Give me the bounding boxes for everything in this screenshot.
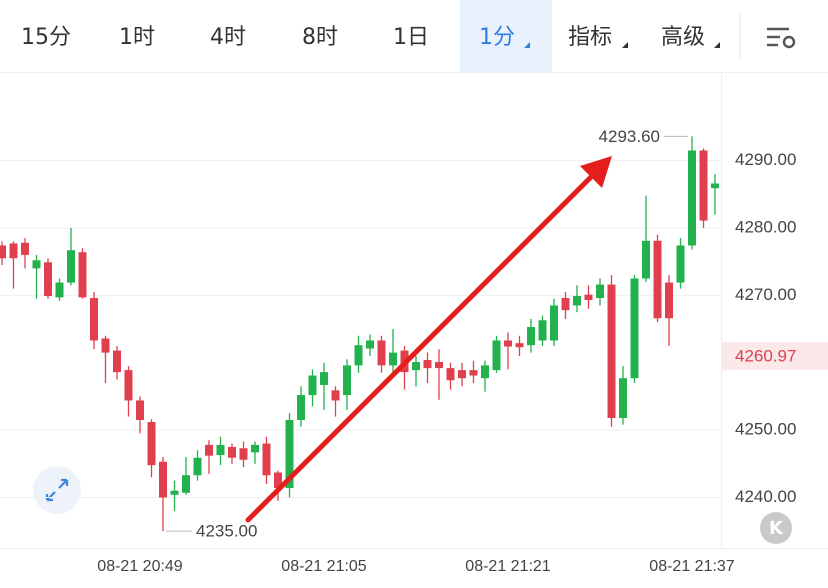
candle-body [21,242,29,255]
candle-body [688,150,696,246]
candle-body [630,278,639,379]
candle-body [596,284,604,299]
candle-body [619,378,627,418]
y-tick-label: 4290.00 [735,150,796,169]
k-button-label: K [769,518,784,539]
candle-body [389,352,397,366]
current-price-label: 4260.97 [735,347,796,366]
candle-body [538,320,547,341]
candle-body [435,362,443,369]
x-tick-label: 08-21 21:21 [465,558,551,575]
candle-body [504,340,512,347]
candle-body [515,343,524,348]
candle-body [492,340,501,371]
tab[interactable]: 1时 [119,25,155,50]
tab[interactable]: 8时 [302,25,338,50]
candle-body [124,370,133,401]
candle-body [331,390,340,401]
candle-body [90,298,98,341]
candle-body [182,475,190,493]
candle-body [584,294,593,301]
candle-body [193,457,202,476]
y-tick-label: 4270.00 [735,285,796,304]
candle-body [9,243,18,259]
candle-body [481,365,489,379]
y-tick-label: 4240.00 [735,487,796,506]
candle-body [446,368,455,381]
candle-body [308,375,317,396]
candle-body [216,444,225,456]
candle-body [573,296,581,306]
dropdown-mark [524,42,530,48]
candle-body [78,252,87,298]
candle-body [412,362,420,371]
candle-body [377,340,386,366]
expand-button[interactable] [33,466,81,514]
candle-body [136,400,144,420]
candle-body [147,422,156,466]
tab[interactable]: 指标 [568,25,612,50]
candle-body [550,305,558,341]
tab[interactable]: 4时 [210,25,246,50]
dropdown-mark [622,42,628,48]
candle-body [561,298,570,311]
y-tick-label: 4250.00 [735,420,796,439]
candle-body [699,150,708,221]
candle-body [113,350,121,373]
tab-selected-bg [460,0,552,72]
candle-body [653,240,662,319]
candle-body [642,240,650,279]
settings-icon[interactable] [767,27,796,49]
candle-body [32,260,41,269]
candle-body [205,444,213,456]
candle-body [366,340,374,349]
candle-body [55,282,64,298]
candle-body [469,370,478,376]
x-tick-label: 08-21 21:37 [649,558,735,575]
candle-body [262,443,271,476]
candle-body [251,444,259,453]
k-button[interactable] [760,512,792,544]
x-tick-label: 08-21 21:05 [281,558,367,575]
candle-body [228,446,236,458]
current-price-tag [722,342,828,371]
candle-body [274,472,282,489]
candle-body [285,419,294,489]
candle-body [458,370,466,379]
candle-body [170,490,179,495]
candle-body [67,250,75,283]
candle-body [423,360,432,369]
candle-body [607,284,616,418]
candle-body [354,345,363,366]
candle-body [320,372,328,385]
candle-body [44,262,52,297]
candle-body [665,282,673,319]
candle-body [101,338,110,353]
candle-body [239,448,248,460]
tab[interactable]: 15分 [21,25,71,50]
candle-body [343,365,351,396]
candle-body [297,395,305,420]
trend-arrow [245,156,612,523]
tab[interactable]: 1分 [479,25,515,50]
annotation-label: 4235.00 [196,522,257,541]
candle-body [676,245,685,283]
candle-body [527,327,535,346]
x-tick-label: 08-21 20:49 [97,558,183,575]
dropdown-mark [714,42,720,48]
tab[interactable]: 高级 [661,25,705,50]
candle-body [159,461,167,498]
candle-body [0,245,6,259]
tab[interactable]: 1日 [393,25,429,50]
candle-body [711,183,719,189]
annotation-label: 4293.60 [599,127,660,146]
y-tick-label: 4280.00 [735,217,796,236]
